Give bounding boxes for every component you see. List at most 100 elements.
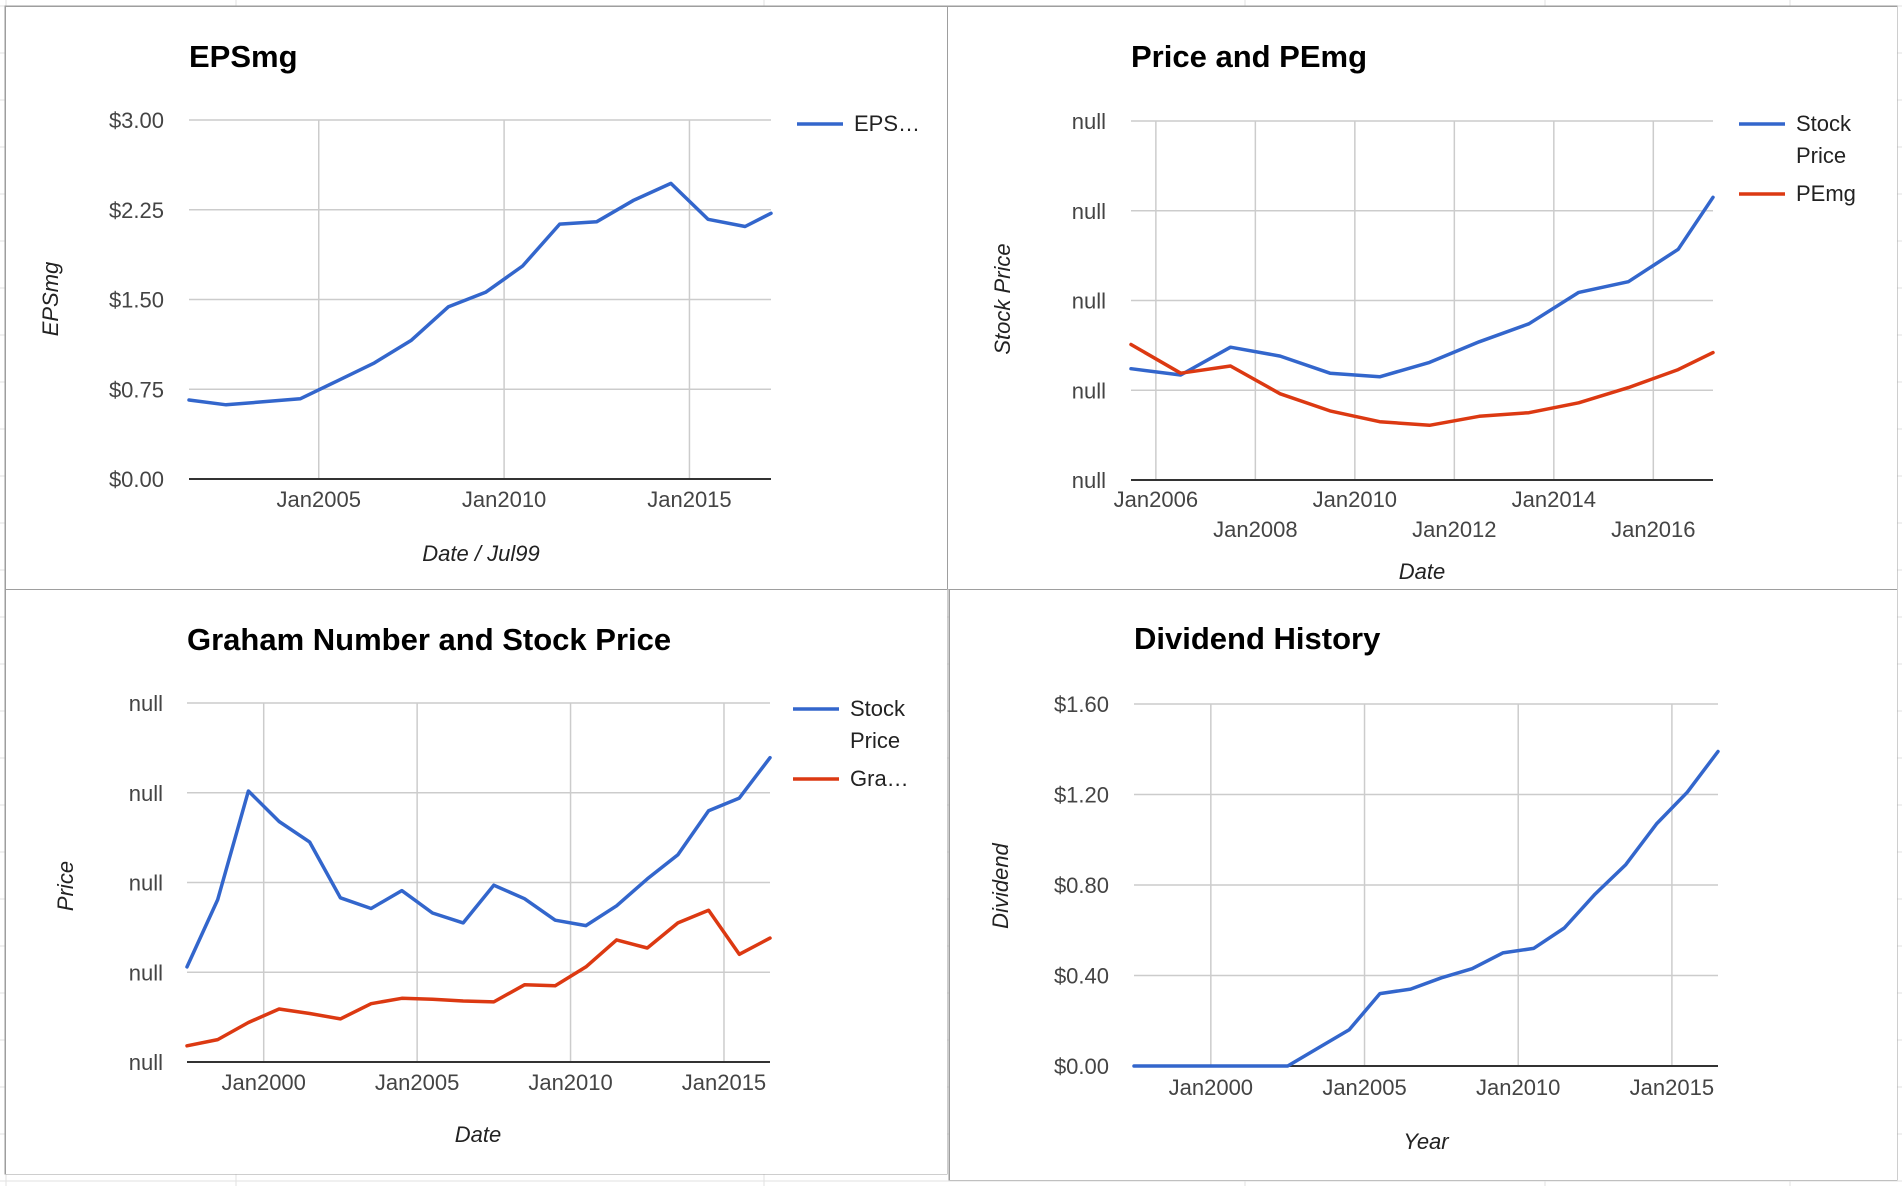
pemg-data-point	[1627, 386, 1630, 389]
legend-label: Stock	[850, 696, 906, 721]
y-tick-label: null	[1072, 199, 1106, 224]
stock-price-data-point	[186, 966, 188, 968]
epsmg-chart-panel[interactable]: EPSmg $0.00 $0.75 $1.50 $2.25 $3.00 Jan2005 Jan…	[6, 7, 947, 589]
pemg-line	[1129, 342, 1715, 428]
series-data-point	[1194, 1065, 1197, 1067]
legend-entry-gra[interactable]: Gra…	[793, 766, 909, 791]
x-tick-label: Jan2010	[528, 1070, 612, 1095]
x-tick-label: Jan2000	[1169, 1075, 1253, 1100]
x-tick-label: Jan2005	[1322, 1075, 1406, 1100]
eps-data-point	[707, 218, 709, 221]
legend-entry-stock-price[interactable]: Stock Price	[1739, 111, 1852, 168]
y-tick-label: null	[1072, 289, 1106, 314]
legend-entry-eps[interactable]: EPS…	[797, 111, 920, 136]
series-data-point	[1317, 1047, 1320, 1049]
pemg-data-point	[1577, 402, 1580, 404]
gra-data-point	[615, 939, 618, 941]
series-data-point	[1625, 863, 1627, 866]
stock-price-data-point	[707, 809, 710, 812]
eps-data-point	[596, 220, 598, 223]
gra-data-point	[216, 1038, 219, 1041]
gra-data-point	[186, 1045, 188, 1047]
gra-data-point	[431, 998, 434, 1000]
pemg-data-point	[1528, 411, 1530, 414]
series-data-point	[1409, 988, 1412, 990]
gra-data-point	[585, 966, 587, 968]
y-tick-label: null	[129, 871, 163, 896]
series-data-point	[1594, 893, 1596, 895]
stock-price-data-point	[738, 797, 741, 799]
dividend-history-chart-panel[interactable]: Dividend History $0.00 $0.40 $0.80 $1.20 $1.6…	[950, 590, 1897, 1180]
x-axis-title: Date	[1399, 559, 1445, 584]
stock-price-data-point	[370, 907, 372, 910]
series-data-point	[1440, 977, 1443, 979]
eps-data-point	[558, 223, 561, 225]
pemg-data-point	[1130, 343, 1132, 346]
series-data-point	[1348, 1029, 1350, 1031]
legend-label: Price	[850, 728, 900, 753]
eps-data-point	[373, 362, 376, 364]
stock-price-data-point	[216, 898, 219, 901]
stock-price-data-point	[523, 897, 526, 900]
eps-data-point	[299, 398, 302, 400]
y-tick-label: $0.00	[1054, 1054, 1109, 1079]
eps-data-point	[410, 339, 413, 342]
graham-number-chart-panel[interactable]: Graham Number and Stock Price null null nul…	[6, 590, 947, 1174]
pemg-data-point	[1229, 365, 1232, 367]
y-tick-label: $1.20	[1054, 783, 1109, 808]
legend-entry-stock-price[interactable]: Stock Price	[793, 696, 906, 753]
stock-price-data-point	[339, 897, 342, 899]
y-tick-label: null	[129, 960, 163, 985]
y-tick-label: null	[1072, 109, 1106, 134]
gra-data-point	[278, 1008, 280, 1010]
stock-price-data-point	[462, 922, 465, 924]
pemg-data-point	[1378, 420, 1381, 423]
pemg-data-point	[1478, 415, 1480, 418]
eps-data-point	[770, 212, 772, 215]
stock-price-data-point	[1378, 376, 1381, 378]
stock-price-data-point	[585, 924, 587, 927]
x-tick-label: Jan2005	[277, 487, 361, 512]
eps-data-point	[225, 404, 227, 406]
chart-title: EPSmg	[189, 39, 298, 74]
eps-data-point	[633, 199, 635, 201]
eps-data-point	[744, 225, 746, 228]
stock-price-data-point	[1428, 361, 1431, 364]
y-tick-label: null	[1072, 378, 1106, 403]
eps-data-point	[336, 380, 339, 382]
y-tick-label: null	[129, 691, 163, 716]
gra-data-point	[523, 984, 526, 986]
series-data-point	[1655, 823, 1658, 825]
chart-title: Price and PEmg	[1131, 39, 1367, 74]
stock-price-data-point	[401, 889, 403, 892]
pemg-data-point	[1428, 424, 1431, 427]
x-tick-label: Jan2012	[1412, 517, 1496, 542]
price-and-pemg-chart-panel[interactable]: Price and PEmg null null null null null Jan200…	[948, 7, 1897, 589]
stock-price-data-point	[1577, 291, 1580, 294]
y-tick-label: $3.00	[109, 108, 164, 133]
x-axis-title: Year	[1403, 1129, 1450, 1154]
y-tick-label: $2.25	[109, 198, 164, 223]
stock-price-data-point	[615, 905, 618, 907]
gra-data-point	[339, 1018, 342, 1020]
series-data-point	[1379, 992, 1381, 995]
stock-price-data-point	[1677, 248, 1679, 251]
y-tick-label: $1.60	[1054, 692, 1109, 717]
gra-data-point	[769, 937, 771, 939]
series-data-point	[1502, 952, 1504, 954]
y-axis-title: Stock Price	[990, 243, 1015, 354]
series-data-point	[1163, 1065, 1166, 1067]
x-tick-label: Jan2015	[647, 487, 731, 512]
series-data-point	[1563, 927, 1566, 929]
stock-price-data-point	[1528, 323, 1530, 325]
y-axis-title: Dividend	[988, 842, 1013, 928]
x-tick-label: Jan2008	[1213, 517, 1297, 542]
stock-price-data-point	[554, 919, 556, 921]
eps-data-point	[670, 182, 672, 185]
eps-line	[187, 181, 773, 407]
chart-title: Graham Number and Stock Price	[187, 622, 671, 657]
legend-entry-pemg[interactable]: PEmg	[1739, 181, 1856, 206]
epsmg-chart: EPSmg $0.00 $0.75 $1.50 $2.25 $3.00 Jan2005 Jan…	[38, 39, 920, 566]
pemg-data-point	[1279, 393, 1281, 395]
series-data-point	[1225, 1065, 1227, 1067]
